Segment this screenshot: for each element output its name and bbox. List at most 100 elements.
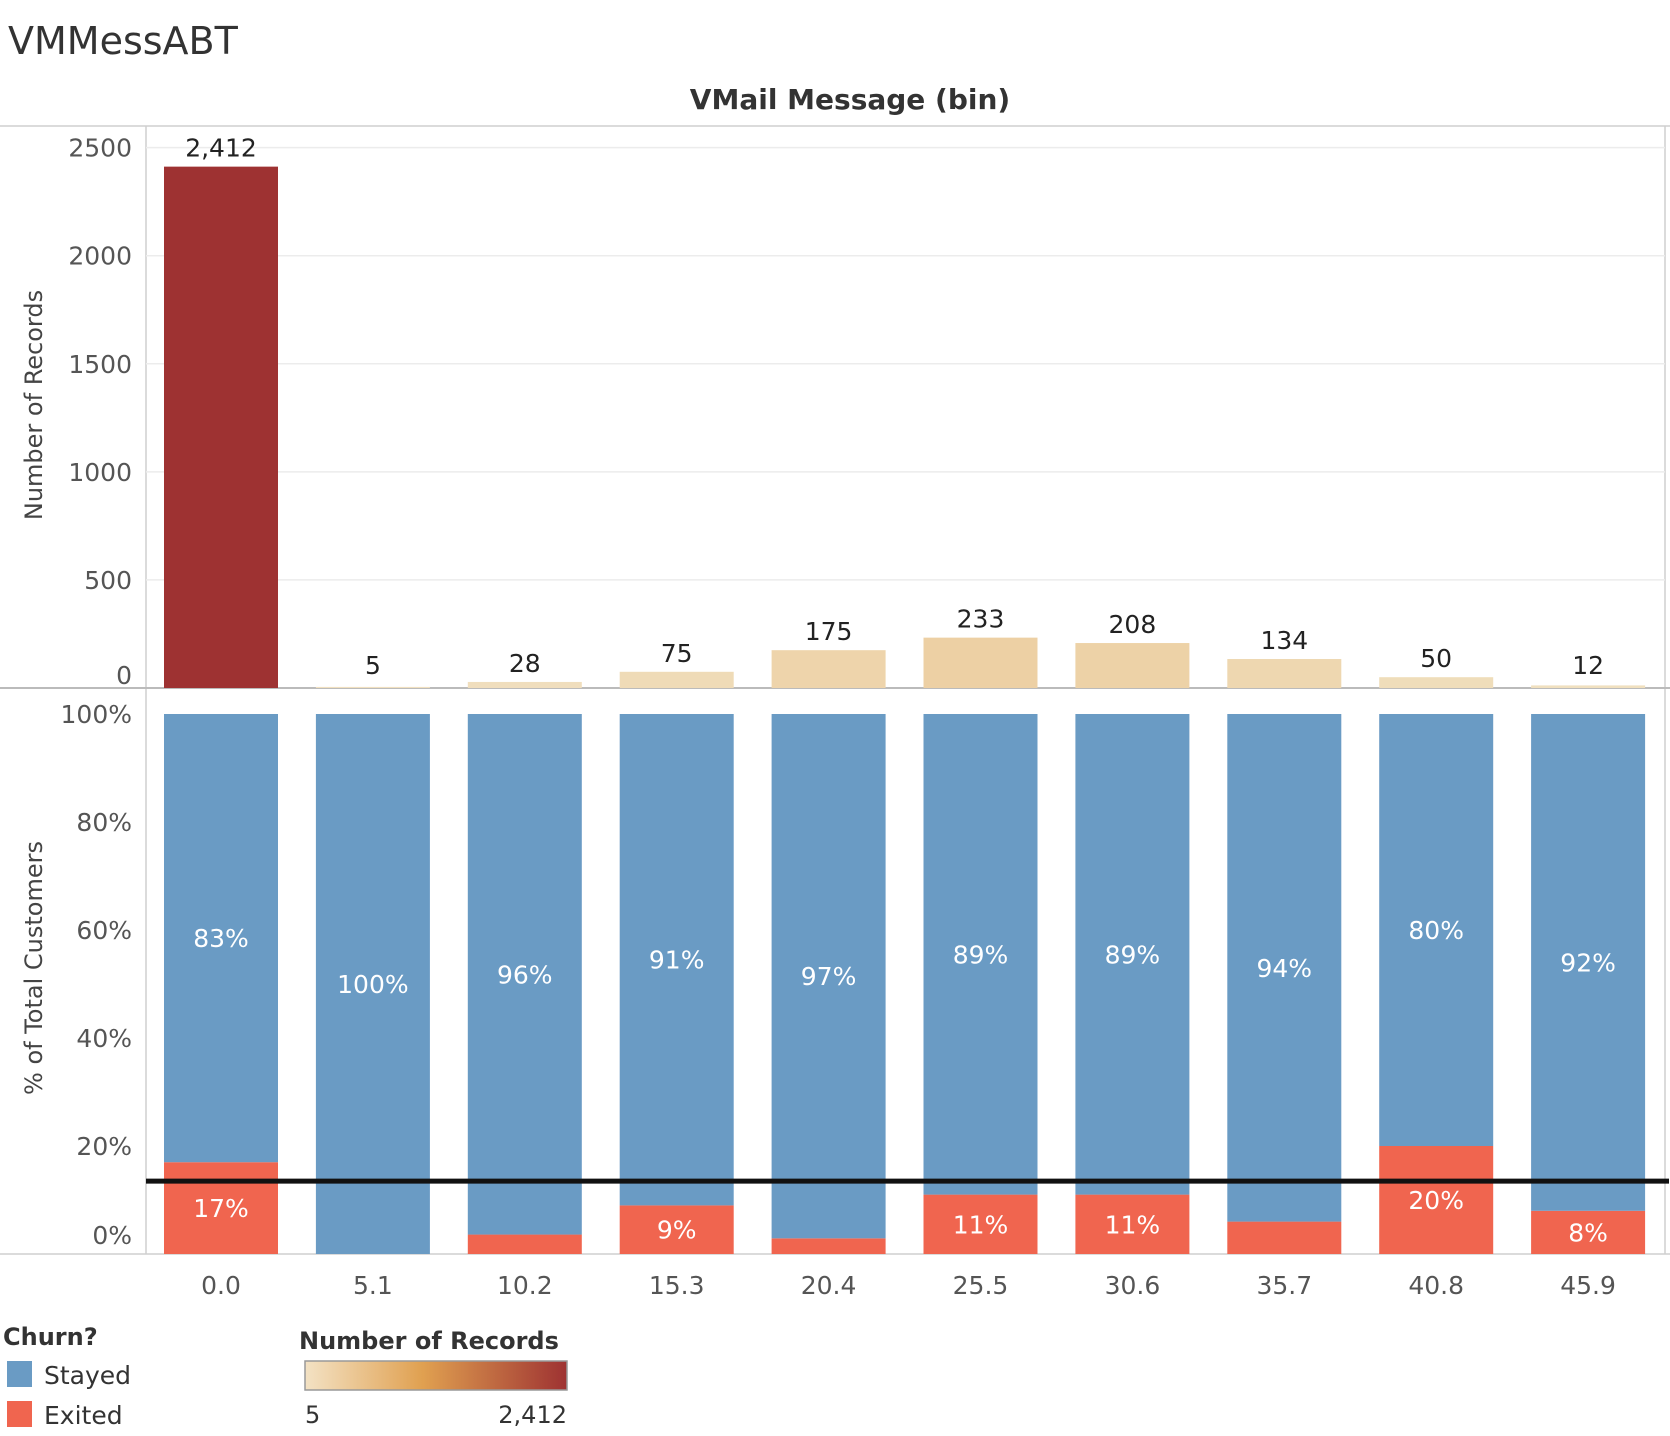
top-y-tick-label: 2000 xyxy=(68,242,132,271)
x-tick-label: 35.7 xyxy=(1256,1271,1312,1300)
exited-segment[interactable] xyxy=(1379,1146,1494,1254)
records-bar[interactable] xyxy=(1379,677,1494,688)
stayed-percent-label: 94% xyxy=(1257,954,1313,983)
exited-segment[interactable] xyxy=(1075,1194,1190,1254)
records-color-ramp xyxy=(304,1360,568,1391)
x-tick-label: 20.4 xyxy=(801,1271,857,1300)
top-gridlines xyxy=(146,146,1665,581)
top-y-tick-label: 0 xyxy=(116,661,132,690)
records-bar[interactable] xyxy=(467,681,582,688)
x-tick-label: 40.8 xyxy=(1408,1271,1464,1300)
records-bar[interactable] xyxy=(164,166,278,689)
sheet-title: VMMessABT xyxy=(8,19,239,63)
x-tick-label: 45.9 xyxy=(1560,1271,1616,1300)
stayed-segment[interactable] xyxy=(1227,714,1342,1222)
top-y-tick-label: 500 xyxy=(84,566,132,595)
exited-segment[interactable] xyxy=(923,1194,1038,1254)
x-tick-label: 15.3 xyxy=(649,1271,705,1300)
bottom-y-tick-label: 0% xyxy=(92,1221,132,1250)
stayed-percent-label: 96% xyxy=(497,960,553,989)
stayed-segment[interactable] xyxy=(619,714,734,1206)
stayed-percent-label: 92% xyxy=(1560,948,1616,977)
x-tick-label: 5.1 xyxy=(353,1271,393,1300)
stayed-segment[interactable] xyxy=(923,714,1038,1195)
records-value-label: 208 xyxy=(1109,610,1157,639)
records-value-label: 50 xyxy=(1420,644,1452,673)
top-y-tick-label: 1500 xyxy=(68,350,132,379)
churn-stacked-bars xyxy=(164,714,1646,1254)
x-tick-label: 30.6 xyxy=(1105,1271,1161,1300)
stayed-percent-label: 89% xyxy=(1105,940,1161,969)
stayed-segment[interactable] xyxy=(771,714,886,1239)
stayed-segment[interactable] xyxy=(467,714,582,1235)
x-tick-label: 10.2 xyxy=(497,1271,553,1300)
top-y-axis: 0 500 1000 1500 2000 2500 xyxy=(68,134,132,690)
records-value-label: 28 xyxy=(509,649,541,678)
stayed-segment[interactable] xyxy=(1531,714,1646,1211)
stayed-percent-label: 97% xyxy=(801,962,857,991)
bottom-y-tick-label: 40% xyxy=(76,1024,132,1053)
x-header-title: VMail Message (bin) xyxy=(690,83,1010,116)
exited-percent-label: 8% xyxy=(1568,1218,1608,1247)
top-y-tick-label: 1000 xyxy=(68,458,132,487)
exited-segment[interactable] xyxy=(619,1205,734,1254)
exited-segment[interactable] xyxy=(164,1162,278,1254)
records-value-label: 5 xyxy=(365,651,381,680)
records-value-label: 134 xyxy=(1260,626,1308,655)
top-y-tick-label: 2500 xyxy=(68,134,132,163)
x-tick-label: 25.5 xyxy=(953,1271,1009,1300)
stayed-percent-label: 89% xyxy=(953,940,1009,969)
churn-legend-title: Churn? xyxy=(3,1323,98,1351)
records-value-label: 175 xyxy=(805,617,853,646)
exited-percent-label: 11% xyxy=(953,1210,1009,1239)
bottom-y-tick-label: 80% xyxy=(76,808,132,837)
records-legend-title: Number of Records xyxy=(299,1327,559,1355)
stayed-segment[interactable] xyxy=(164,714,278,1163)
exited-segment[interactable] xyxy=(1227,1221,1342,1254)
bottom-y-axis-title: % of Total Customers xyxy=(20,841,48,1095)
x-tick-label: 0.0 xyxy=(201,1271,241,1300)
bottom-y-tick-label: 60% xyxy=(76,916,132,945)
stayed-segment[interactable] xyxy=(1075,714,1190,1195)
records-color-legend: Number of Records 5 2,412 xyxy=(299,1327,568,1429)
exited-percent-label: 17% xyxy=(193,1194,249,1223)
churn-percent-labels: 83% 17% 100% 96% 91% 9% 97% 89% 11% 89% 11% 94% 80% 2… xyxy=(193,916,1616,1247)
records-bar[interactable] xyxy=(1531,685,1646,688)
records-bars xyxy=(164,166,1646,689)
legend-swatch-stayed xyxy=(7,1361,32,1387)
exited-percent-label: 9% xyxy=(657,1216,697,1245)
exited-segment[interactable] xyxy=(1531,1210,1646,1254)
records-value-label: 2,412 xyxy=(185,134,257,163)
records-bar[interactable] xyxy=(619,671,734,688)
exited-segment[interactable] xyxy=(467,1234,582,1254)
exited-segment[interactable] xyxy=(771,1238,886,1254)
top-y-axis-title: Number of Records xyxy=(20,290,48,520)
stayed-percent-label: 80% xyxy=(1408,916,1464,945)
legend-swatch-exited xyxy=(7,1401,32,1427)
bottom-y-axis: 0% 20% 40% 60% 80% 100% xyxy=(61,700,132,1250)
records-bar[interactable] xyxy=(771,650,886,688)
records-legend-max: 2,412 xyxy=(498,1401,567,1429)
bottom-y-tick-label: 100% xyxy=(61,700,132,729)
records-legend-min: 5 xyxy=(305,1401,320,1429)
exited-percent-label: 11% xyxy=(1105,1210,1161,1239)
records-bar[interactable] xyxy=(1075,643,1190,688)
legend-label-exited[interactable]: Exited xyxy=(44,1401,123,1430)
stayed-percent-label: 100% xyxy=(337,970,408,999)
stayed-segment[interactable] xyxy=(1379,714,1494,1146)
stayed-segment[interactable] xyxy=(315,714,430,1254)
legend-label-stayed[interactable]: Stayed xyxy=(44,1361,131,1390)
records-value-label: 233 xyxy=(957,605,1005,634)
stayed-percent-label: 83% xyxy=(193,924,249,953)
records-bar[interactable] xyxy=(923,637,1038,688)
churn-legend: Churn? Stayed Exited xyxy=(3,1323,131,1430)
records-value-label: 75 xyxy=(661,639,693,668)
records-bar[interactable] xyxy=(1227,659,1342,688)
records-bar[interactable] xyxy=(315,686,430,688)
stayed-percent-label: 91% xyxy=(649,946,705,975)
bottom-y-tick-label: 20% xyxy=(76,1132,132,1161)
exited-percent-label: 20% xyxy=(1408,1186,1464,1215)
records-value-label: 12 xyxy=(1572,651,1604,680)
x-axis: 0.0 5.1 10.2 15.3 20.4 25.5 30.6 35.7 40.8 45.9 xyxy=(201,1271,1616,1300)
